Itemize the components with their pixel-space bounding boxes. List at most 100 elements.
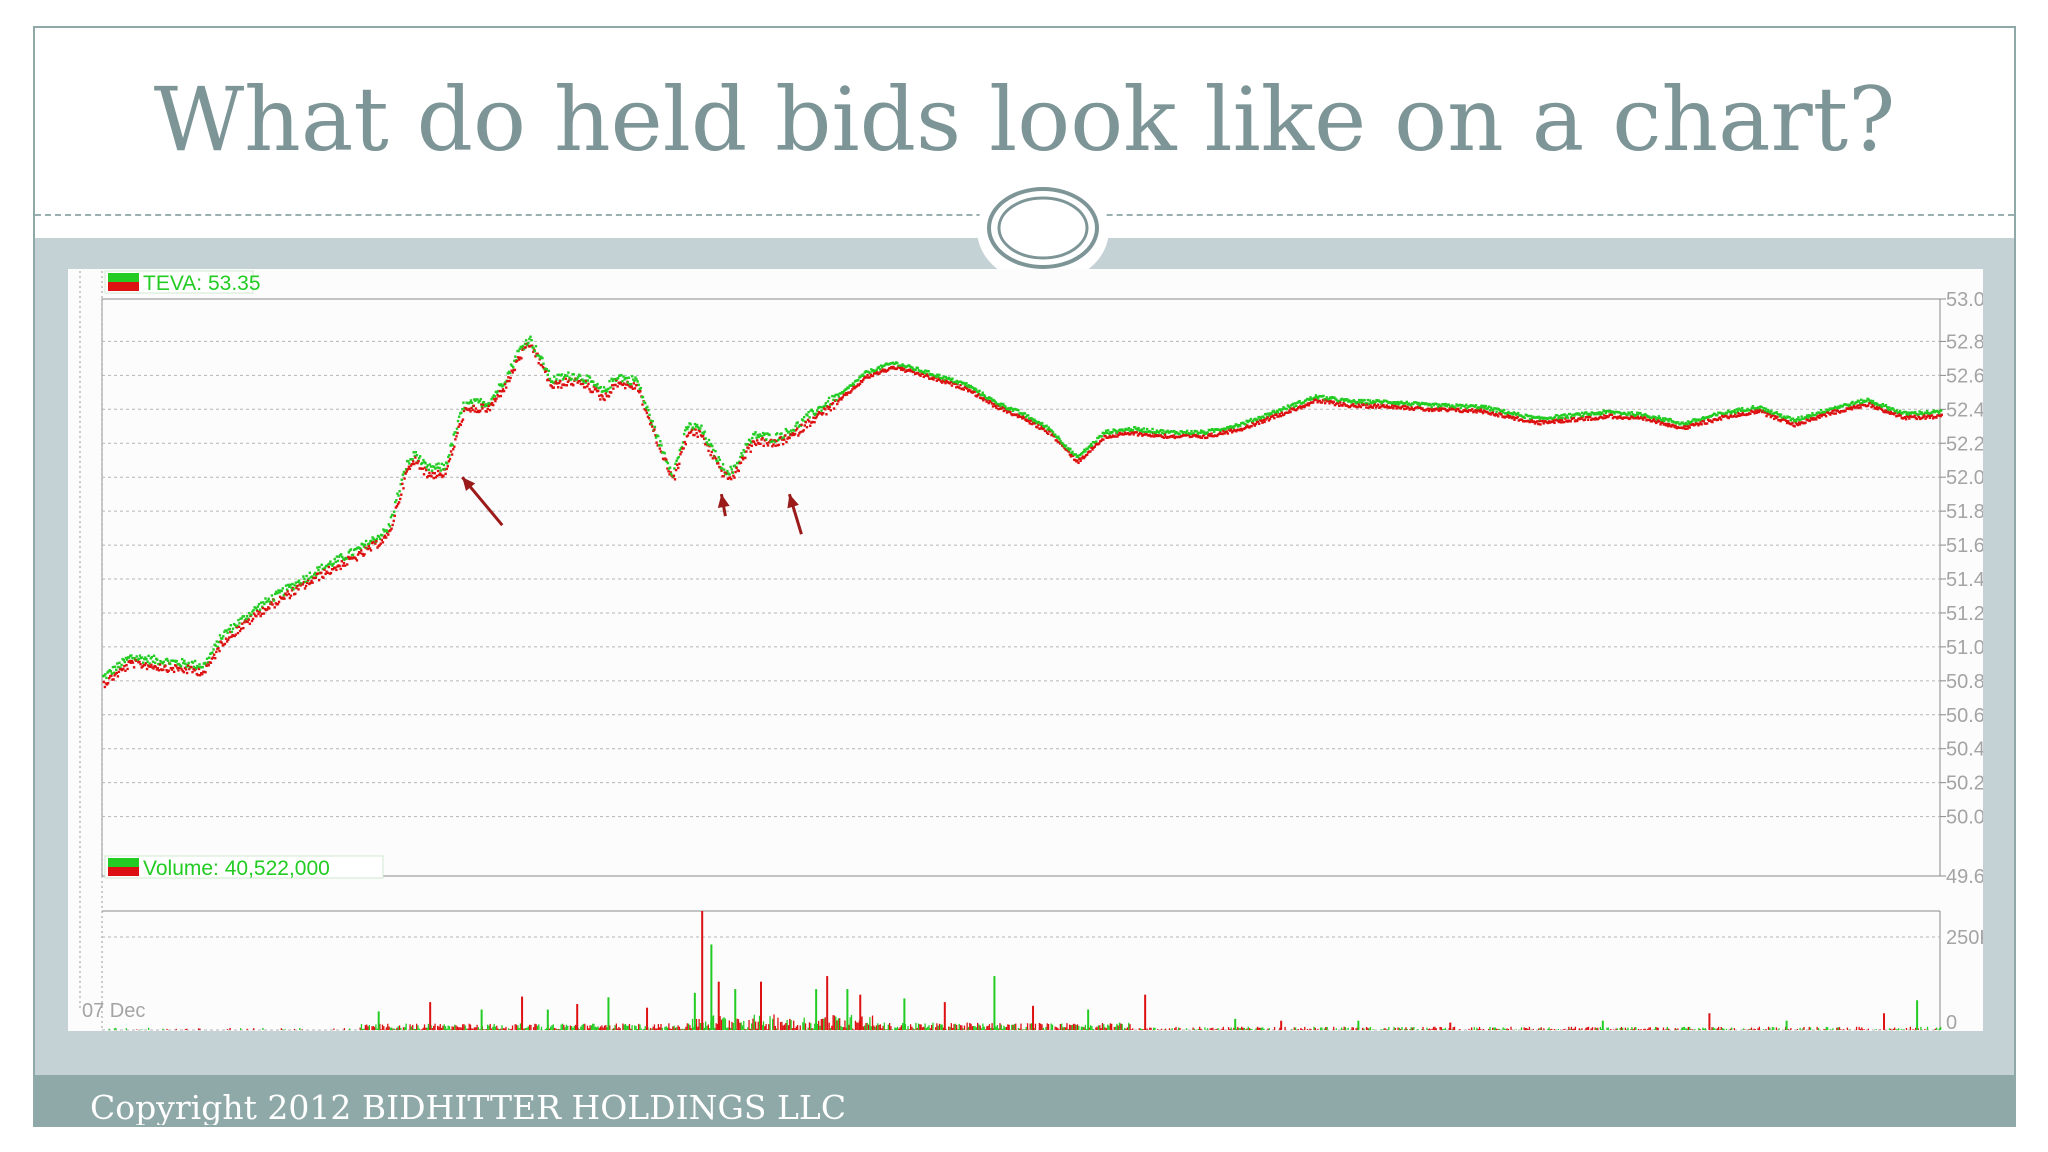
price-tick-down: [937, 377, 941, 381]
price-tick-down: [453, 445, 456, 448]
price-tick-down: [622, 382, 626, 385]
volume-bar: [1246, 1028, 1248, 1030]
price-tick-up: [258, 608, 262, 611]
volume-bar: [1210, 1028, 1213, 1030]
price-tick-up: [331, 564, 334, 567]
price-tick-up: [427, 468, 431, 471]
price-tick-down: [1470, 409, 1473, 412]
volume-bar: [865, 1023, 867, 1030]
price-tick-up: [1599, 413, 1602, 416]
volume-bar: [685, 1026, 687, 1030]
price-tick-up: [1249, 417, 1253, 421]
price-tick-up: [493, 395, 497, 398]
volume-bar: [861, 1016, 863, 1030]
volume-bar: [1938, 1028, 1940, 1030]
price-tick-up: [270, 594, 274, 597]
price-tick-up: [530, 338, 533, 342]
price-tick-down: [190, 665, 193, 669]
price-tick-down: [1260, 419, 1263, 422]
price-tick-down: [748, 443, 751, 447]
price-tick-up: [266, 599, 269, 603]
price-tick-up: [877, 365, 881, 369]
volume-bar: [1649, 1027, 1651, 1030]
price-tick-up: [1564, 415, 1568, 419]
price-tick-down: [1097, 442, 1101, 445]
price-tick-up: [469, 399, 473, 402]
volume-bar: [1570, 1026, 1573, 1030]
volume-bar: [1715, 1029, 1717, 1030]
price-tick-up: [609, 386, 612, 389]
volume-bar: [1222, 1026, 1224, 1030]
price-tick-up: [718, 458, 722, 462]
volume-bar: [1401, 1026, 1403, 1030]
price-tick-down: [694, 428, 697, 431]
volume-bar: [1451, 1029, 1453, 1030]
volume-bar: [744, 1028, 746, 1030]
volume-bar: [1585, 1027, 1587, 1030]
price-tick-up: [1427, 404, 1430, 407]
price-tick-down: [392, 519, 395, 523]
volume-bar: [293, 1028, 296, 1030]
price-tick-down: [215, 650, 218, 654]
volume-bar: [757, 1021, 759, 1030]
price-tick-down: [925, 373, 929, 376]
price-tick-up: [1523, 416, 1526, 420]
price-tick-down: [1808, 419, 1812, 423]
price-tick-down: [130, 660, 134, 663]
price-tick-down: [938, 378, 942, 382]
volume-bar: [366, 1024, 368, 1030]
volume-bar: [1068, 1024, 1071, 1030]
volume-bar: [690, 1028, 692, 1030]
price-tick-down: [802, 429, 805, 432]
volume-bar: [1091, 1025, 1093, 1030]
price-tick-up: [878, 368, 882, 371]
price-tick-up: [382, 528, 385, 531]
price-tick-up: [561, 378, 565, 381]
price-tick-down: [554, 380, 558, 383]
price-tick-down: [1738, 414, 1741, 418]
price-tick-up: [787, 430, 791, 434]
price-tick-up: [1594, 413, 1598, 416]
price-tick-down: [1642, 418, 1645, 421]
volume-bar: [996, 1024, 998, 1030]
price-tick-up: [378, 537, 382, 541]
price-tick-down: [144, 662, 148, 665]
price-tick-down: [1653, 420, 1657, 423]
price-tick-down: [348, 557, 351, 561]
volume-bar: [743, 1020, 745, 1030]
price-tick-up: [389, 515, 393, 519]
footer-copyright: Copyright 2012 BIDHITTER HOLDINGS LLC: [90, 1088, 847, 1127]
price-tick-up: [372, 537, 375, 540]
price-tick-down: [1373, 403, 1377, 406]
price-tick-down: [1464, 408, 1468, 411]
price-tick-up: [1628, 412, 1631, 415]
price-tick-down: [766, 444, 770, 447]
volume-bar: [440, 1027, 443, 1030]
price-tick-down: [1474, 408, 1477, 412]
price-tick-up: [1026, 414, 1030, 417]
price-tick-down: [440, 473, 443, 477]
price-tick-up: [124, 656, 128, 660]
price-tick-up: [585, 374, 588, 377]
price-tick-up: [1827, 408, 1830, 412]
volume-bar: [1160, 1028, 1163, 1030]
volume-bar: [1725, 1028, 1728, 1030]
volume-bar: [613, 1028, 615, 1030]
volume-bar: [418, 1028, 420, 1030]
price-tick-down: [1379, 405, 1382, 409]
price-tick-down: [329, 571, 333, 575]
volume-bar: [571, 1026, 573, 1030]
price-tick-down: [1506, 414, 1510, 417]
price-tick-down: [184, 668, 188, 671]
price-tick-down: [588, 388, 591, 391]
volume-bar: [894, 1027, 896, 1030]
price-tick-down: [1513, 418, 1516, 421]
volume-bar: [1058, 1029, 1060, 1030]
price-tick-down: [394, 506, 398, 509]
volume-bar: [840, 1025, 842, 1030]
price-tick-up: [592, 380, 595, 384]
price-tick-up: [1350, 401, 1353, 404]
volume-bar: [990, 1027, 992, 1030]
volume-bar: [1858, 1026, 1860, 1030]
price-tick-up: [1859, 398, 1863, 401]
